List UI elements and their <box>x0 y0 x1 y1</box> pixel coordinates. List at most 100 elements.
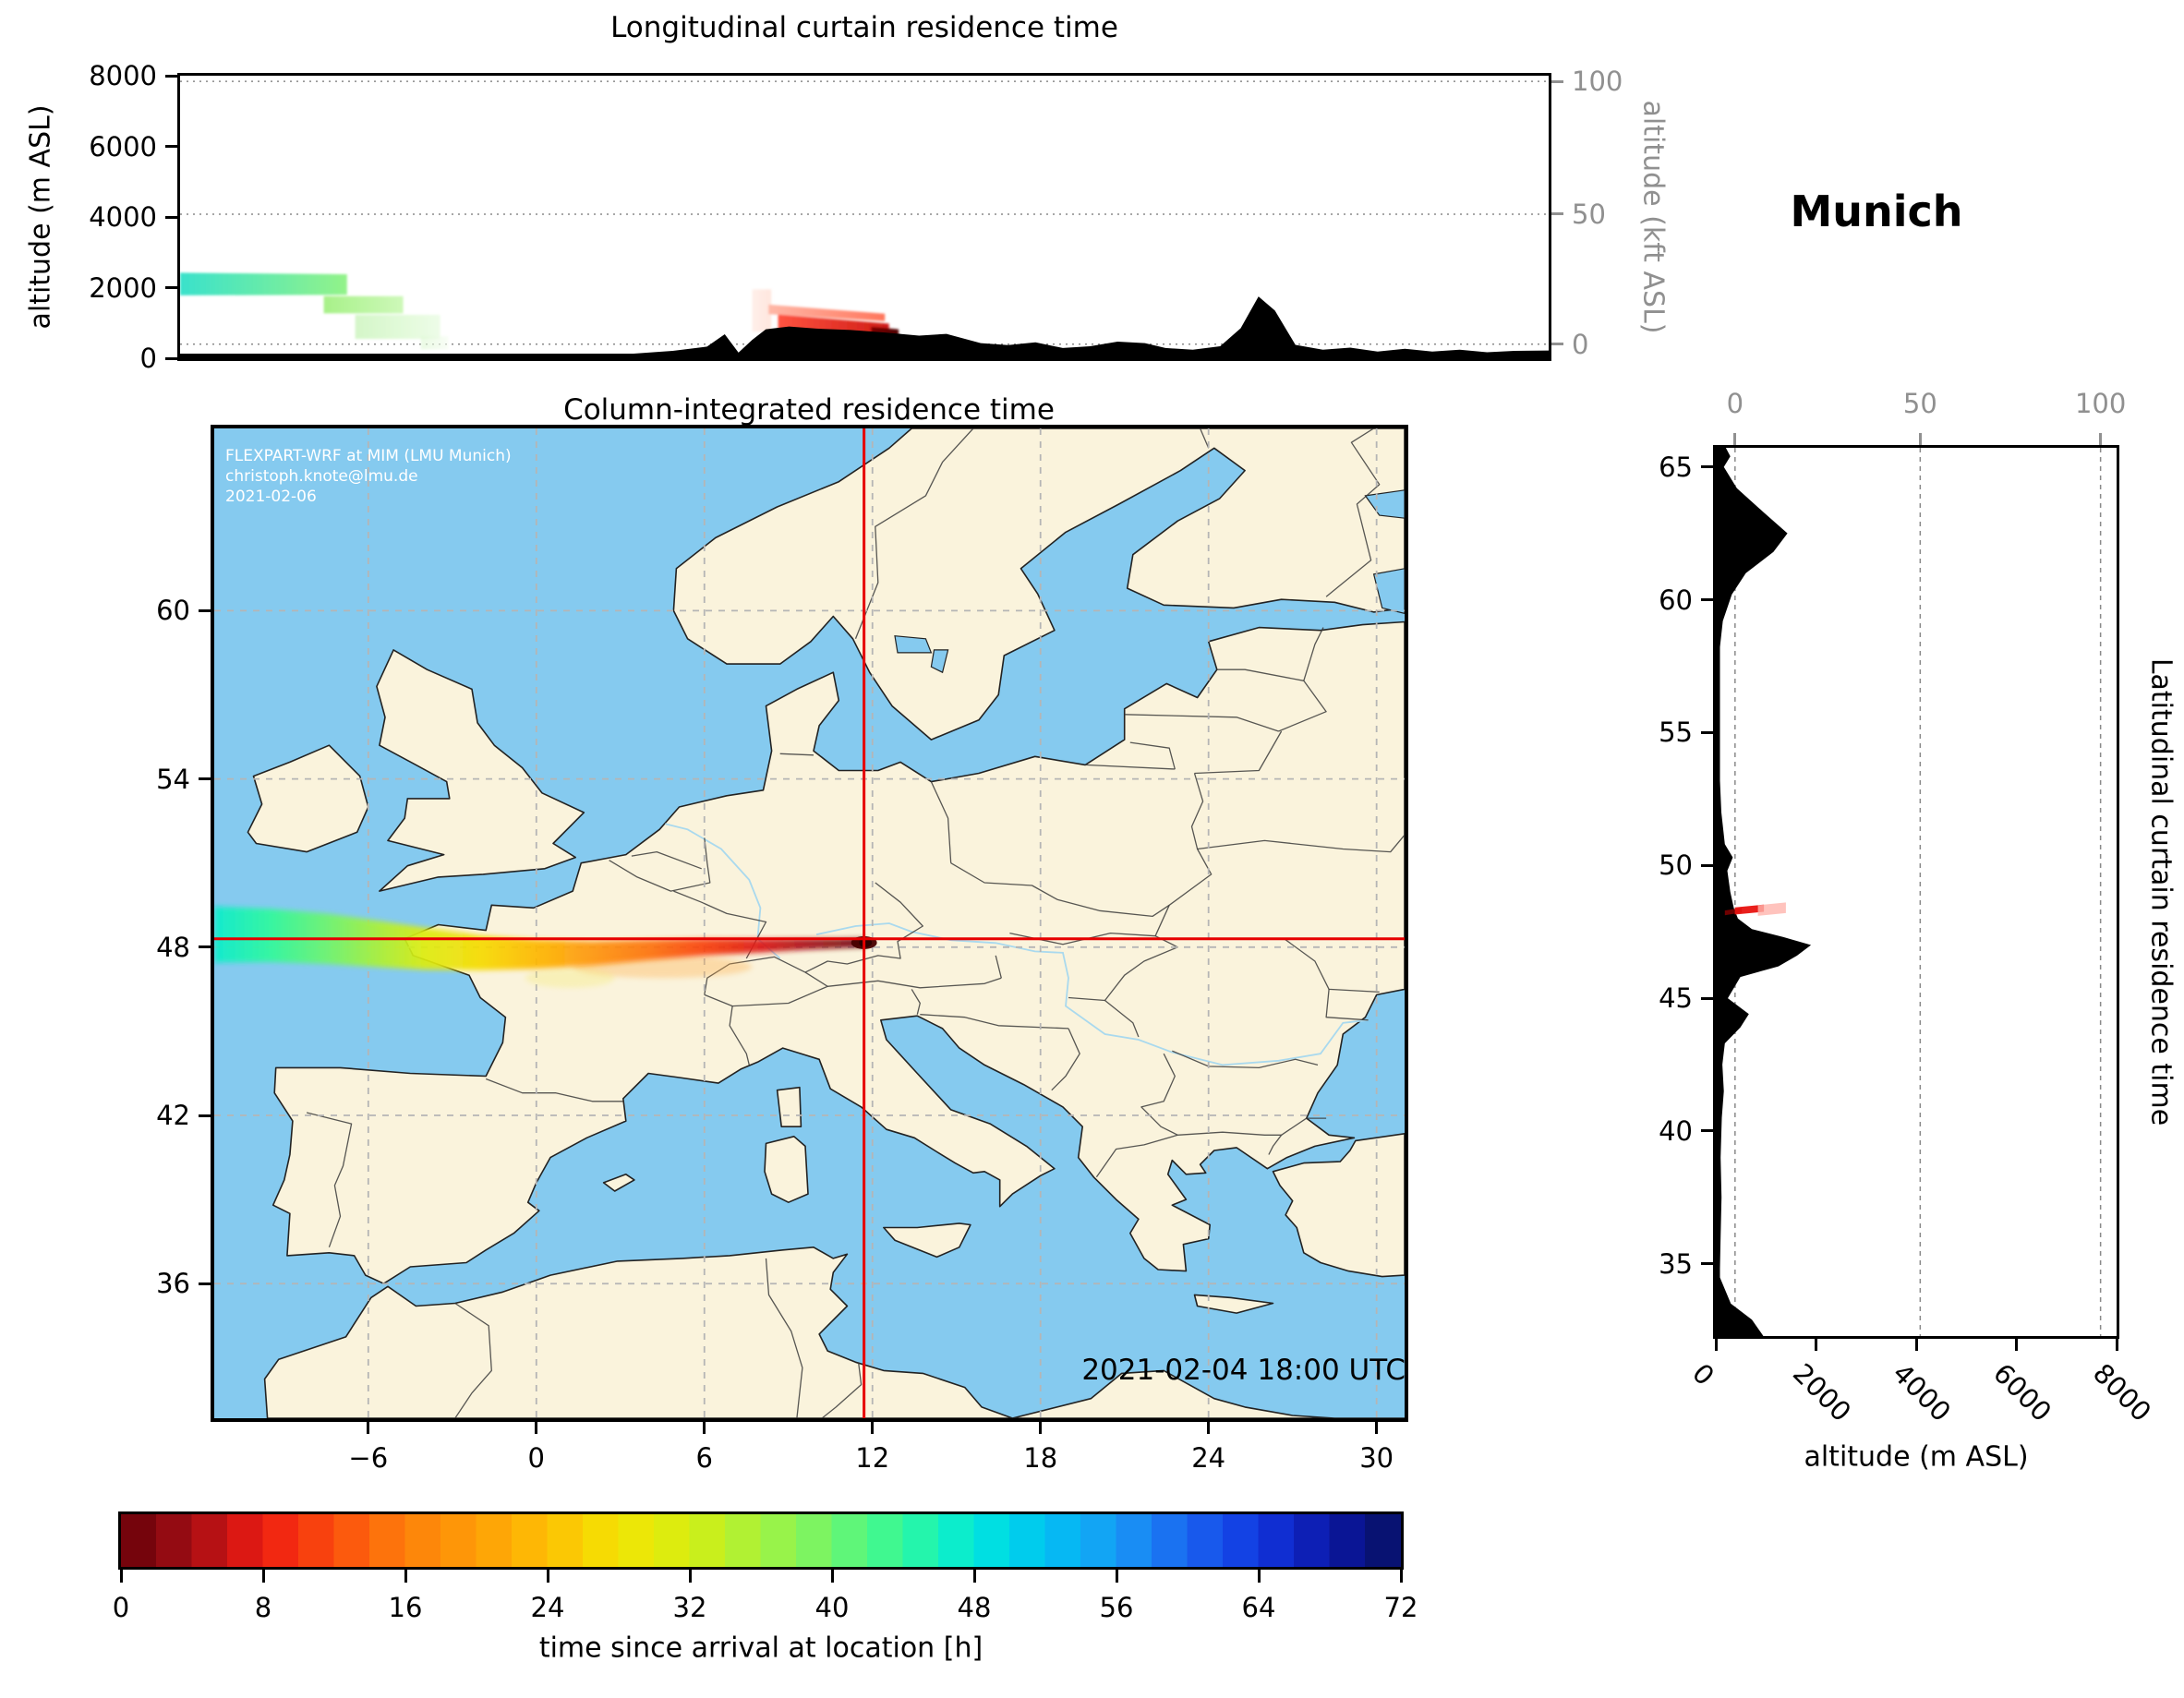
attribution-line-1: FLEXPART-WRF at MIM (LMU Munich) <box>225 447 512 465</box>
lon-curtain-ytick-label: 8000 <box>89 60 157 91</box>
map-xtick-label: 30 <box>1359 1442 1394 1474</box>
attribution-line-3: 2021-02-06 <box>225 487 317 506</box>
lon-curtain-kft-tick <box>1551 212 1563 216</box>
map-xtick-label: −6 <box>348 1442 389 1474</box>
colorbar-tick <box>404 1570 407 1583</box>
lat-curtain-title: Latitudinal curtain residence time <box>2144 657 2178 1126</box>
lon-curtain-kft-tick <box>1551 343 1563 346</box>
colorbar-tick <box>1257 1570 1261 1583</box>
lat-curtain-kft-label: 100 <box>2074 388 2127 419</box>
lon-curtain-ytick <box>165 356 177 360</box>
lat-curtain-plot <box>1713 445 2119 1339</box>
lat-curtain-xtick <box>2015 1339 2018 1351</box>
map-ytick <box>199 1114 211 1117</box>
lon-curtain-ylabel-left: altitude (m ASL) <box>24 104 57 330</box>
lat-curtain-ytick <box>1701 1262 1713 1266</box>
colorbar-tick-label: 8 <box>254 1592 272 1623</box>
lat-curtain-kft-tick <box>2099 433 2103 445</box>
lat-curtain-ytick <box>1701 863 1713 867</box>
colorbar-tick-label: 32 <box>672 1592 707 1623</box>
lon-curtain-ytick-label: 2000 <box>89 271 157 304</box>
map-ytick <box>199 777 211 781</box>
lat-curtain-ytick <box>1701 598 1713 602</box>
lat-curtain-xtick-label: 8000 <box>2086 1357 2158 1428</box>
lon-curtain-ytick <box>165 74 177 78</box>
map-xtick <box>1039 1422 1043 1434</box>
colorbar-tick <box>1115 1570 1118 1583</box>
lat-curtain-ytick-label: 65 <box>1659 451 1693 483</box>
lat-curtain-xtick-label: 4000 <box>1886 1357 1958 1428</box>
map-xtick-label: 6 <box>695 1442 713 1474</box>
lat-curtain-ytick-label: 40 <box>1659 1114 1693 1147</box>
colorbar-tick-label: 0 <box>112 1592 130 1623</box>
map-ytick-label: 60 <box>156 595 190 627</box>
lat-curtain-xtick-label: 2000 <box>1786 1357 1857 1428</box>
colorbar-tick-label: 16 <box>388 1592 423 1623</box>
lon-curtain-title: Longitudinal curtain residence time <box>610 11 1118 44</box>
lon-curtain-ylabel-right: altitude (kft ASL) <box>1636 100 1670 334</box>
colorbar <box>118 1511 1404 1570</box>
lon-curtain-ytick <box>165 215 177 219</box>
lat-curtain-xtick-label: 0 <box>1685 1357 1721 1392</box>
lat-curtain-ytick <box>1701 730 1713 734</box>
map-ytick-label: 54 <box>156 763 190 795</box>
map-ytick-label: 48 <box>156 931 190 963</box>
colorbar-tick-label: 56 <box>1099 1592 1134 1623</box>
map-ytick-label: 36 <box>156 1268 190 1300</box>
lon-curtain-kft-tick <box>1551 79 1563 83</box>
lat-curtain-kft-tick <box>1733 433 1737 445</box>
map-xtick-label: 12 <box>855 1442 890 1474</box>
map-ytick <box>199 945 211 949</box>
colorbar-tick <box>1399 1570 1403 1583</box>
lat-curtain-kft-label: 0 <box>1726 388 1744 419</box>
lat-curtain-xtick <box>1914 1339 1918 1351</box>
colorbar-tick-label: 48 <box>957 1592 992 1623</box>
map-ytick <box>199 608 211 612</box>
map-ytick <box>199 1282 211 1285</box>
map-attribution: FLEXPART-WRF at MIM (LMU Munich) christo… <box>225 447 512 507</box>
lon-curtain-ytick-label: 0 <box>139 343 157 374</box>
lat-curtain-ytick-label: 55 <box>1659 717 1693 749</box>
lon-curtain-kft-label: 50 <box>1572 198 1606 230</box>
attribution-line-2: christoph.knote@lmu.de <box>225 466 418 486</box>
lat-curtain-ytick-label: 60 <box>1659 584 1693 616</box>
map-xtick <box>535 1422 538 1434</box>
colorbar-tick <box>972 1570 976 1583</box>
map-xtick <box>703 1422 706 1434</box>
location-title: Munich <box>1790 187 1963 236</box>
map-plot <box>211 425 1408 1422</box>
lon-curtain-ytick <box>165 145 177 148</box>
lon-curtain-ytick <box>165 286 177 289</box>
lon-curtain-kft-label: 100 <box>1572 66 1623 98</box>
colorbar-tick-label: 72 <box>1383 1592 1418 1623</box>
colorbar-tick <box>119 1570 123 1583</box>
map-ytick-label: 42 <box>156 1100 190 1132</box>
map-xtick <box>871 1422 875 1434</box>
colorbar-tick-label: 64 <box>1241 1592 1276 1623</box>
colorbar-tick-label: 40 <box>814 1592 850 1623</box>
colorbar-tick <box>261 1570 265 1583</box>
lat-curtain-ytick <box>1701 1129 1713 1133</box>
map-xtick-label: 24 <box>1191 1442 1226 1474</box>
lon-curtain-ytick-label: 4000 <box>89 201 157 233</box>
map-title: Column-integrated residence time <box>563 393 1055 427</box>
colorbar-label: time since arrival at location [h] <box>538 1632 983 1665</box>
map-xtick <box>367 1422 370 1434</box>
lon-curtain-plot <box>177 73 1551 361</box>
lat-curtain-ytick <box>1701 996 1713 1000</box>
lat-curtain-ytick-label: 50 <box>1659 849 1693 882</box>
lat-curtain-xtick <box>1815 1339 1817 1351</box>
map-xtick-label: 0 <box>527 1442 546 1474</box>
lat-curtain-kft-tick <box>1918 433 1922 445</box>
lat-curtain-xtick-label: 6000 <box>1986 1357 2057 1428</box>
colorbar-tick <box>546 1570 549 1583</box>
map-xtick <box>1375 1422 1379 1434</box>
lat-curtain-xlabel: altitude (m ASL) <box>1804 1440 2029 1474</box>
lat-curtain-ytick <box>1701 465 1713 469</box>
lat-curtain-ytick-label: 35 <box>1659 1247 1693 1280</box>
map-xtick <box>1207 1422 1211 1434</box>
lon-curtain-ytick-label: 6000 <box>89 130 157 163</box>
map-xtick-label: 18 <box>1023 1442 1058 1474</box>
map-timestamp: 2021-02-04 18:00 UTC <box>1081 1354 1406 1387</box>
